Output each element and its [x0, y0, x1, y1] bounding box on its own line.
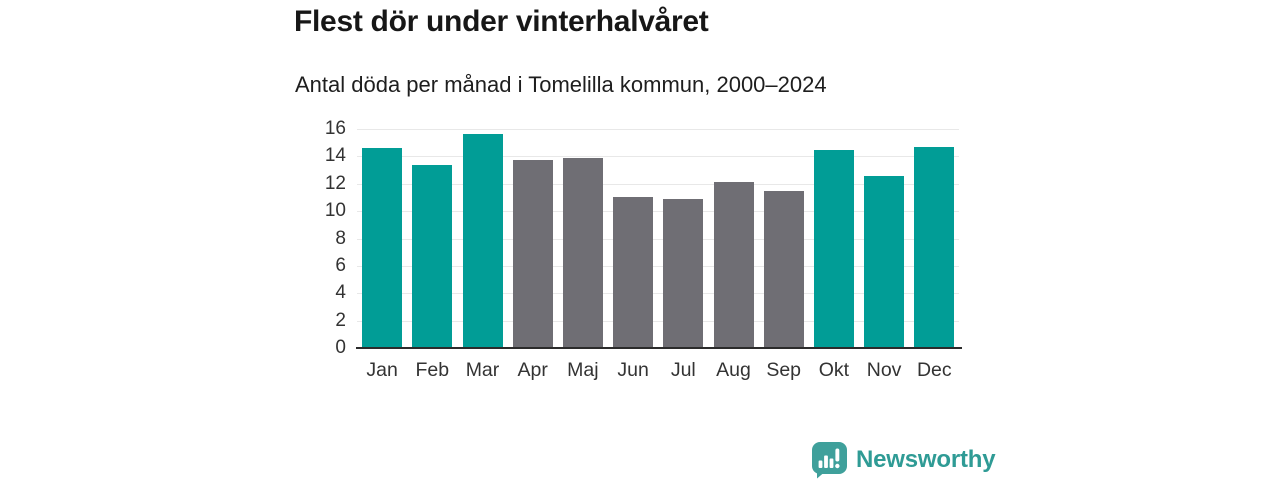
bar-sep — [763, 190, 804, 348]
gridline-4 — [357, 293, 959, 295]
chart-title: Flest dör under vinterhalvåret — [294, 5, 709, 38]
y-axis-label-6: 6 — [335, 254, 346, 276]
bar-jun — [613, 197, 654, 348]
bar-okt — [813, 149, 854, 348]
bar-nov — [864, 175, 905, 348]
x-axis-label-nov: Nov — [866, 359, 902, 381]
gridline-6 — [357, 265, 959, 267]
gridline-8 — [357, 238, 959, 240]
bar-jan — [362, 148, 403, 348]
gridline-14 — [357, 156, 959, 158]
y-axis-label-8: 8 — [335, 227, 346, 249]
x-axis-label-okt: Okt — [818, 359, 850, 381]
newsworthy-logo-icon — [812, 442, 847, 479]
bar-maj — [562, 157, 603, 348]
x-axis-label-sep: Sep — [766, 359, 802, 381]
bar-feb — [412, 164, 453, 348]
x-axis-label-feb: Feb — [415, 359, 450, 381]
gridline-16 — [357, 129, 959, 130]
y-axis-label-12: 12 — [324, 172, 346, 194]
y-axis-label-16: 16 — [324, 118, 346, 139]
x-axis-line — [356, 347, 962, 349]
bar-mar — [462, 134, 503, 348]
bar-aug — [713, 182, 754, 348]
y-axis-label-14: 14 — [324, 145, 346, 167]
x-axis-label-maj: Maj — [567, 359, 599, 381]
x-axis-label-jan: Jan — [366, 359, 398, 381]
gridline-12 — [357, 183, 959, 185]
x-axis-label-jul: Jul — [670, 359, 696, 381]
y-axis-label-0: 0 — [335, 337, 346, 358]
x-axis-label-jun: Jun — [617, 359, 649, 381]
y-axis-label-4: 4 — [335, 282, 346, 304]
chart-subtitle: Antal döda per månad i Tomelilla kommun,… — [295, 72, 827, 97]
brand-name: Newsworthy — [856, 446, 996, 473]
y-axis-label-10: 10 — [324, 200, 346, 222]
bar-dec — [914, 146, 955, 348]
x-axis-label-mar: Mar — [465, 359, 500, 381]
gridline-2 — [357, 320, 959, 322]
gridline-10 — [357, 211, 959, 213]
x-axis-label-apr: Apr — [517, 359, 548, 381]
bar-apr — [512, 160, 553, 348]
y-axis-label-2: 2 — [335, 309, 346, 331]
bar-jul — [663, 198, 704, 348]
x-axis-label-aug: Aug — [716, 359, 751, 381]
x-axis-label-dec: Dec — [916, 359, 952, 381]
